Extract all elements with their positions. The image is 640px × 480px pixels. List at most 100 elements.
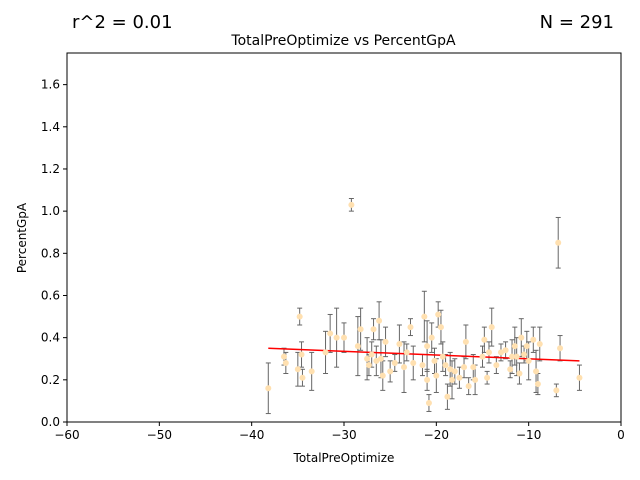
data-point bbox=[265, 385, 272, 392]
data-point bbox=[479, 353, 486, 360]
data-point bbox=[373, 357, 380, 364]
data-point bbox=[507, 366, 514, 373]
regression-line bbox=[268, 347, 580, 362]
data-point bbox=[437, 324, 444, 331]
y-axis: 0.0 0.2 0.4 0.6 0.8 1.0 1.2 1.4 1.6 bbox=[41, 78, 67, 429]
data-point bbox=[424, 343, 431, 350]
data-point bbox=[444, 393, 451, 400]
data-point bbox=[364, 355, 371, 362]
data-point bbox=[553, 387, 560, 394]
data-point bbox=[557, 345, 564, 352]
x-tick-label: −50 bbox=[147, 428, 172, 442]
data-point bbox=[425, 400, 432, 407]
data-point bbox=[396, 340, 403, 347]
data-point bbox=[521, 351, 528, 358]
data-point bbox=[481, 336, 488, 343]
data-point bbox=[322, 349, 329, 356]
data-point bbox=[523, 343, 530, 350]
y-tick-label: 0.6 bbox=[41, 288, 60, 302]
data-point bbox=[530, 336, 537, 343]
data-point bbox=[470, 364, 477, 371]
data-point bbox=[493, 362, 500, 369]
y-tick-label: 1.6 bbox=[41, 78, 60, 92]
data-point bbox=[419, 362, 426, 369]
y-tick-label: 1.4 bbox=[41, 120, 60, 134]
data-point bbox=[525, 357, 532, 364]
data-point bbox=[370, 326, 377, 333]
y-tick-label: 1.2 bbox=[41, 162, 60, 176]
data-point bbox=[439, 353, 446, 360]
data-point bbox=[456, 374, 463, 381]
data-point bbox=[401, 364, 408, 371]
data-point bbox=[424, 376, 431, 383]
data-point bbox=[449, 376, 456, 383]
data-point bbox=[451, 368, 458, 375]
data-point bbox=[431, 357, 438, 364]
data-point bbox=[376, 317, 383, 324]
data-point bbox=[387, 368, 394, 375]
data-point bbox=[428, 334, 435, 341]
data-point bbox=[442, 362, 449, 369]
data-point bbox=[299, 374, 306, 381]
y-tick-label: 0.0 bbox=[41, 415, 60, 429]
data-point bbox=[403, 349, 410, 356]
data-point bbox=[379, 372, 386, 379]
data-point bbox=[296, 313, 303, 320]
data-point bbox=[472, 376, 479, 383]
data-point bbox=[407, 324, 414, 331]
x-tick-label: 0 bbox=[617, 428, 625, 442]
x-tick-label: −20 bbox=[424, 428, 449, 442]
data-point bbox=[509, 353, 516, 360]
data-point bbox=[368, 351, 375, 358]
sample-size-annotation: N = 291 bbox=[539, 12, 614, 33]
x-axis: −60 −50 −40 −30 −20 −10 0 bbox=[54, 422, 625, 442]
x-tick-label: −40 bbox=[239, 428, 264, 442]
y-tick-label: 0.4 bbox=[41, 331, 60, 345]
data-point bbox=[534, 381, 541, 388]
data-point bbox=[502, 347, 509, 354]
data-point bbox=[484, 374, 491, 381]
y-axis-label: PercentGpA bbox=[15, 202, 29, 273]
data-point bbox=[294, 366, 301, 373]
chart-title: TotalPreOptimize vs PercentGpA bbox=[230, 33, 456, 49]
data-point bbox=[333, 334, 340, 341]
data-point bbox=[282, 359, 289, 366]
y-tick-label: 1.0 bbox=[41, 204, 60, 218]
y-tick-label: 0.2 bbox=[41, 373, 60, 387]
data-point bbox=[354, 343, 361, 350]
data-point bbox=[327, 330, 334, 337]
data-point bbox=[377, 355, 384, 362]
x-tick-label: −30 bbox=[331, 428, 356, 442]
data-point bbox=[357, 326, 364, 333]
data-point bbox=[341, 334, 347, 341]
data-point bbox=[433, 372, 440, 379]
plot-area bbox=[265, 197, 583, 415]
axes-frame bbox=[66, 52, 622, 423]
data-point bbox=[465, 383, 472, 390]
data-point bbox=[497, 349, 504, 356]
data-point bbox=[280, 353, 287, 360]
data-point bbox=[518, 334, 525, 341]
y-tick-label: 0.8 bbox=[41, 246, 60, 260]
data-point bbox=[533, 368, 540, 375]
data-point bbox=[308, 368, 315, 375]
x-tick-label: −10 bbox=[516, 428, 541, 442]
data-point bbox=[447, 366, 454, 373]
r-squared-annotation: r^2 = 0.01 bbox=[72, 12, 173, 33]
data-point bbox=[365, 362, 372, 369]
data-point bbox=[513, 353, 520, 360]
data-point bbox=[511, 343, 518, 350]
data-point bbox=[555, 239, 562, 246]
data-point bbox=[391, 359, 398, 366]
data-point bbox=[435, 311, 442, 318]
data-point bbox=[421, 313, 428, 320]
data-point bbox=[410, 359, 417, 366]
data-point bbox=[488, 324, 495, 331]
x-axis-label: TotalPreOptimize bbox=[293, 451, 395, 465]
data-point bbox=[298, 351, 305, 358]
data-point bbox=[461, 364, 468, 371]
data-point bbox=[485, 349, 492, 356]
data-point bbox=[536, 340, 543, 347]
data-point bbox=[462, 338, 469, 345]
